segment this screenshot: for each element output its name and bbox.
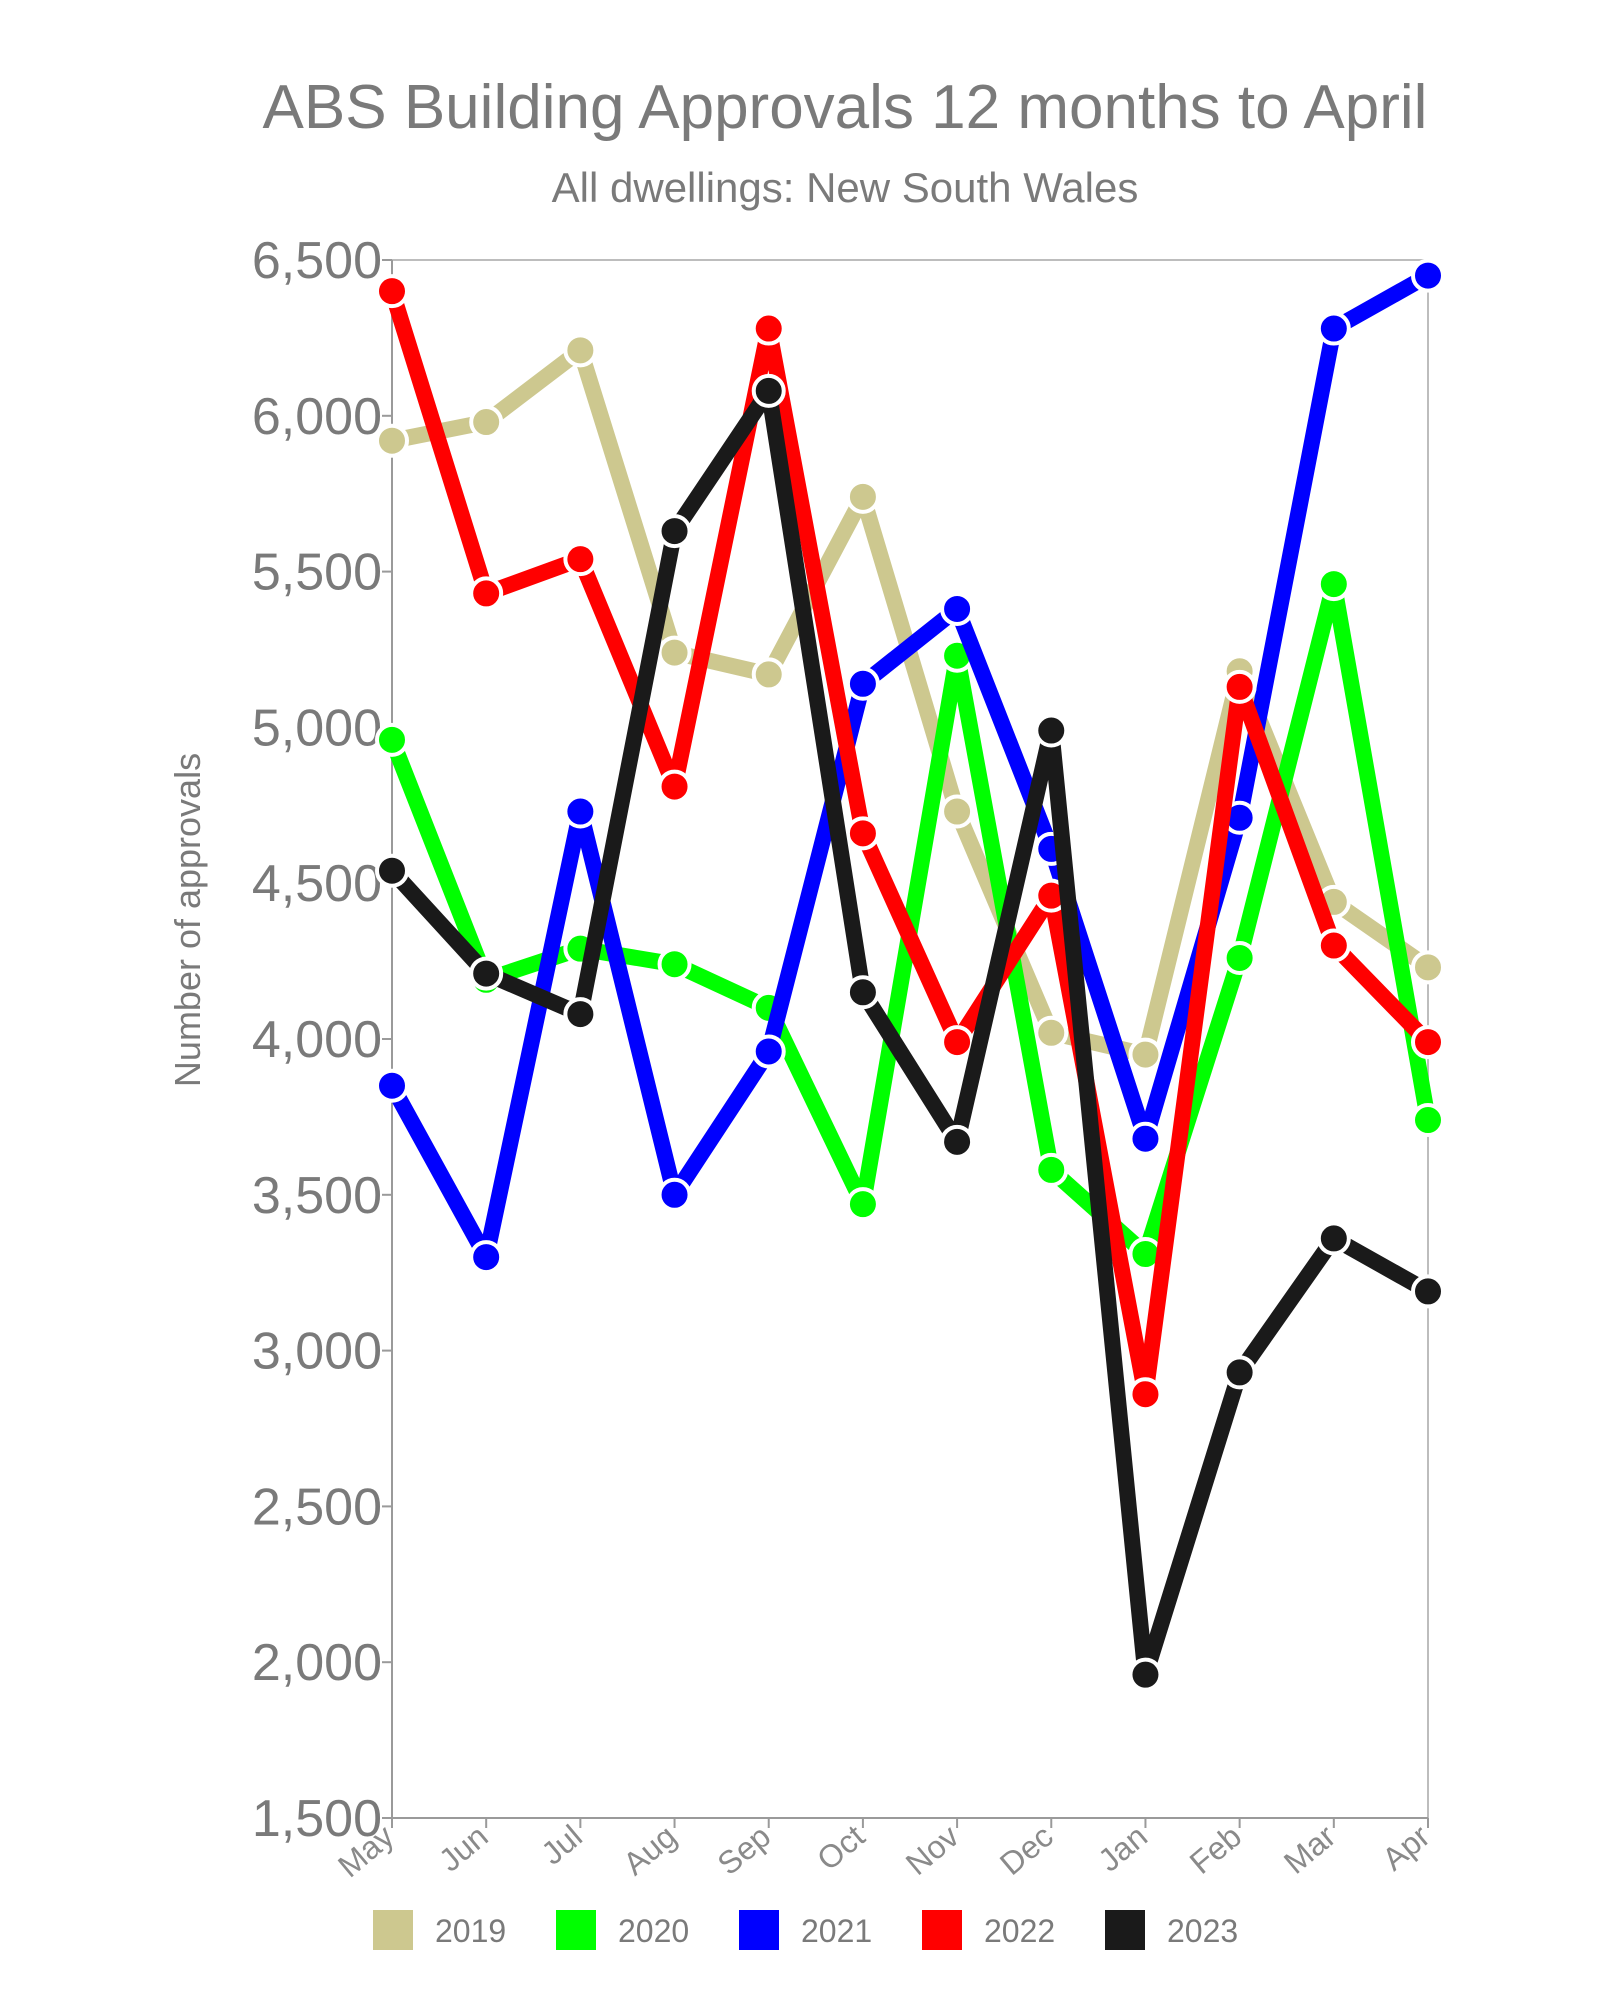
data-point-2021 bbox=[657, 1177, 692, 1212]
data-point-2019 bbox=[751, 657, 786, 692]
x-tick-label: Nov bbox=[899, 1818, 966, 1882]
y-axis-ticks: 1,500 2,000 2,500 3,000 3,500 4,000 4,500 5,000… bbox=[252, 232, 392, 1848]
data-point-2022 bbox=[1316, 928, 1351, 963]
data-point-2019 bbox=[469, 405, 504, 440]
data-point-2023 bbox=[1128, 1657, 1163, 1692]
plot-area-border bbox=[391, 259, 1429, 1819]
y-tick-label: 5,000 bbox=[252, 699, 382, 757]
data-point-2023 bbox=[469, 956, 504, 991]
series-line-2023 bbox=[384, 382, 1436, 1683]
y-tick-label: 3,500 bbox=[252, 1167, 382, 1225]
data-point-2023 bbox=[845, 975, 880, 1010]
data-point-2022 bbox=[1222, 669, 1257, 704]
data-point-2021 bbox=[469, 1240, 504, 1275]
y-tick-label: 4,000 bbox=[252, 1011, 382, 1069]
data-point-2021 bbox=[563, 794, 598, 829]
x-tick-label: Sep bbox=[710, 1818, 777, 1882]
legend-swatch-2019 bbox=[373, 1910, 413, 1950]
chart-subtitle: All dwellings: New South Wales bbox=[552, 164, 1139, 211]
data-point-2022 bbox=[563, 542, 598, 577]
data-point-2019 bbox=[940, 794, 975, 829]
data-point-2023 bbox=[1411, 1274, 1445, 1309]
legend-label-2021: 2021 bbox=[801, 1913, 872, 1949]
data-point-2022 bbox=[751, 311, 786, 346]
data-point-2021 bbox=[1411, 258, 1445, 293]
data-point-2020 bbox=[1222, 940, 1257, 975]
y-tick-label: 5,500 bbox=[252, 544, 382, 602]
x-tick-label: Aug bbox=[616, 1818, 683, 1882]
data-point-2020 bbox=[375, 722, 409, 757]
data-point-2019 bbox=[1411, 950, 1445, 985]
data-point-2023 bbox=[1316, 1221, 1351, 1256]
data-point-2020 bbox=[1411, 1103, 1445, 1138]
data-point-2021 bbox=[375, 1068, 409, 1103]
legend-label-2020: 2020 bbox=[618, 1913, 689, 1949]
series-2023 bbox=[375, 373, 1445, 1692]
legend: 2019 2020 2021 2022 2023 bbox=[373, 1910, 1238, 1950]
data-point-2021 bbox=[1128, 1121, 1163, 1156]
data-point-2019 bbox=[1034, 1015, 1069, 1050]
y-tick-label: 4,500 bbox=[252, 855, 382, 913]
legend-label-2023: 2023 bbox=[1167, 1913, 1238, 1949]
legend-label-2022: 2022 bbox=[984, 1913, 1055, 1949]
data-point-2023 bbox=[940, 1124, 975, 1159]
data-point-2020 bbox=[845, 1187, 880, 1222]
legend-swatch-2021 bbox=[739, 1910, 779, 1950]
data-point-2023 bbox=[1034, 713, 1069, 748]
x-axis-ticks: May Jun Jul Aug Sep Oct Nov Dec Jan Feb Mar Apr bbox=[331, 1818, 1437, 1885]
legend-label-2019: 2019 bbox=[435, 1913, 506, 1949]
data-point-2022 bbox=[657, 769, 692, 804]
data-point-2022 bbox=[1411, 1025, 1445, 1060]
data-point-2023 bbox=[375, 853, 409, 888]
legend-swatch-2020 bbox=[556, 1910, 596, 1950]
data-point-2021 bbox=[751, 1034, 786, 1069]
data-point-2023 bbox=[1222, 1355, 1257, 1390]
data-point-2021 bbox=[940, 591, 975, 626]
legend-swatch-2023 bbox=[1105, 1910, 1145, 1950]
data-point-2022 bbox=[1128, 1377, 1163, 1412]
y-tick-label: 1,500 bbox=[252, 1790, 382, 1848]
data-point-2022 bbox=[940, 1025, 975, 1060]
data-point-2022 bbox=[469, 576, 504, 611]
data-point-2021 bbox=[1316, 311, 1351, 346]
y-tick-label: 6,000 bbox=[252, 388, 382, 446]
data-point-2020 bbox=[1316, 567, 1351, 602]
data-point-2020 bbox=[1034, 1152, 1069, 1187]
series-lines bbox=[375, 258, 1445, 1692]
data-point-2019 bbox=[1128, 1037, 1163, 1072]
data-point-2023 bbox=[751, 373, 786, 408]
data-point-2022 bbox=[375, 274, 409, 309]
y-tick-label: 6,500 bbox=[252, 232, 382, 290]
y-tick-label: 2,000 bbox=[252, 1634, 382, 1692]
axes bbox=[391, 259, 1429, 1819]
y-axis-label: Number of approvals bbox=[167, 753, 208, 1087]
data-point-2019 bbox=[657, 635, 692, 670]
data-point-2019 bbox=[845, 479, 880, 514]
data-point-2022 bbox=[845, 816, 880, 851]
x-tick-label: Mar bbox=[1277, 1818, 1343, 1881]
data-point-2020 bbox=[657, 947, 692, 982]
legend-swatch-2022 bbox=[922, 1910, 962, 1950]
x-tick-label: Dec bbox=[993, 1818, 1060, 1882]
data-point-2023 bbox=[563, 997, 598, 1032]
data-point-2019 bbox=[563, 333, 598, 368]
data-point-2021 bbox=[845, 666, 880, 701]
data-point-2023 bbox=[657, 514, 692, 549]
series-2022 bbox=[375, 274, 1445, 1412]
x-tick-label: Feb bbox=[1183, 1818, 1248, 1881]
data-point-2019 bbox=[375, 423, 409, 458]
y-tick-label: 2,500 bbox=[252, 1478, 382, 1536]
y-tick-label: 3,000 bbox=[252, 1323, 382, 1381]
chart-title: ABS Building Approvals 12 months to Apri… bbox=[263, 73, 1428, 142]
